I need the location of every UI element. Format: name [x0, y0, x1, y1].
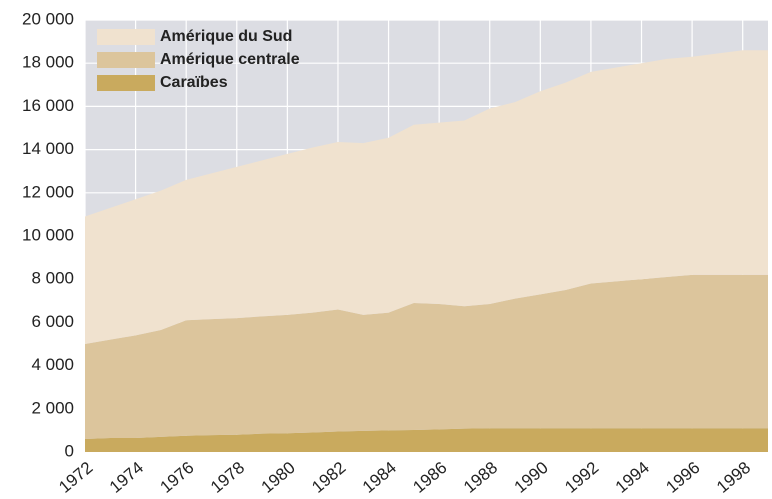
y-tick-label: 18 000: [22, 53, 74, 72]
x-tick-label: 1992: [561, 458, 602, 497]
x-tick-label: 1994: [612, 458, 653, 497]
x-tick-label: 1990: [511, 458, 552, 497]
x-tick-label: 1974: [106, 458, 147, 497]
x-tick-label: 1996: [662, 458, 703, 497]
legend-swatch: [97, 75, 155, 91]
y-tick-label: 4 000: [31, 355, 74, 374]
y-tick-label: 10 000: [22, 225, 74, 244]
y-tick-label: 0: [65, 441, 74, 460]
y-tick-label: 6 000: [31, 312, 74, 331]
x-tick-label: 1988: [460, 458, 501, 497]
legend-label: Amérique du Sud: [160, 28, 292, 45]
x-tick-label: 1976: [156, 458, 197, 497]
x-tick-label: 1972: [55, 458, 96, 497]
legend-label: Amérique centrale: [160, 51, 300, 68]
area: [85, 274, 768, 440]
y-tick-label: 20 000: [22, 9, 74, 28]
area: [85, 428, 768, 452]
y-tick-label: 2 000: [31, 398, 74, 417]
legend-swatch: [97, 29, 155, 45]
area: [85, 50, 768, 345]
legend-label: Caraïbes: [160, 74, 228, 91]
y-tick-label: 8 000: [31, 269, 74, 288]
x-tick-label: 1978: [207, 458, 248, 497]
x-tick-label: 1998: [713, 458, 754, 497]
y-tick-label: 12 000: [22, 182, 74, 201]
legend-swatch: [97, 52, 155, 68]
x-tick-label: 1986: [409, 458, 450, 497]
x-tick-label: 1982: [308, 458, 349, 497]
x-tick-label: 1980: [258, 458, 299, 497]
y-tick-label: 16 000: [22, 96, 74, 115]
x-tick-label: 1984: [359, 458, 400, 497]
y-tick-label: 14 000: [22, 139, 74, 158]
